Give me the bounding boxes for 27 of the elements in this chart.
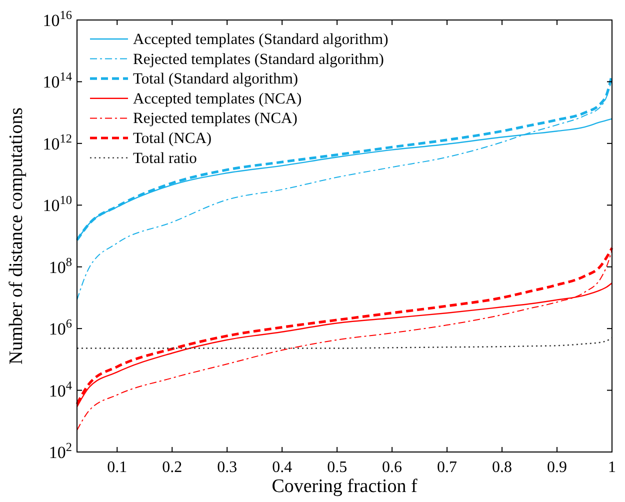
y-tick-label: 10$^{8}$ [48,254,72,277]
legend-label: Total (NCA) [133,130,212,147]
y-tick-label: 10$^{12}$ [42,131,72,154]
y-axis-title: Number of distance computations [6,108,27,364]
x-tick-label: 0.4 [272,459,292,476]
y-tick-label: 10$^{4}$ [48,378,72,400]
x-axis-title: Covering fraction f [272,476,418,497]
legend-label: Total (Standard algorithm) [133,70,298,88]
legend-label: Total ratio [133,150,198,167]
y-tick-label: 10$^{16}$ [42,8,72,30]
x-tick-label: 0.9 [547,459,568,476]
x-tick-label: 0.6 [382,459,402,476]
y-tick-label: 10$^{2}$ [48,440,72,462]
legend-label: Accepted templates (NCA) [133,90,302,108]
y-tick-label: 10$^{14}$ [42,70,72,92]
legend-label: Accepted templates (Standard algorithm) [133,31,388,48]
x-tick-label: 0.2 [162,459,182,476]
y-tick-label: 10$^{6}$ [48,316,72,339]
x-tick-label: 0.8 [492,459,512,476]
x-tick-label: 0.3 [217,459,238,476]
x-tick-label: 1 [608,459,616,476]
legend-label: Rejected templates (NCA) [133,110,298,128]
x-tick-label: 0.1 [107,459,128,476]
x-tick-label: 0.7 [437,459,458,476]
legend-label: Rejected templates (Standard algorithm) [133,50,384,68]
y-tick-label: 10$^{10}$ [42,193,72,216]
x-tick-label: 0.5 [327,459,348,476]
